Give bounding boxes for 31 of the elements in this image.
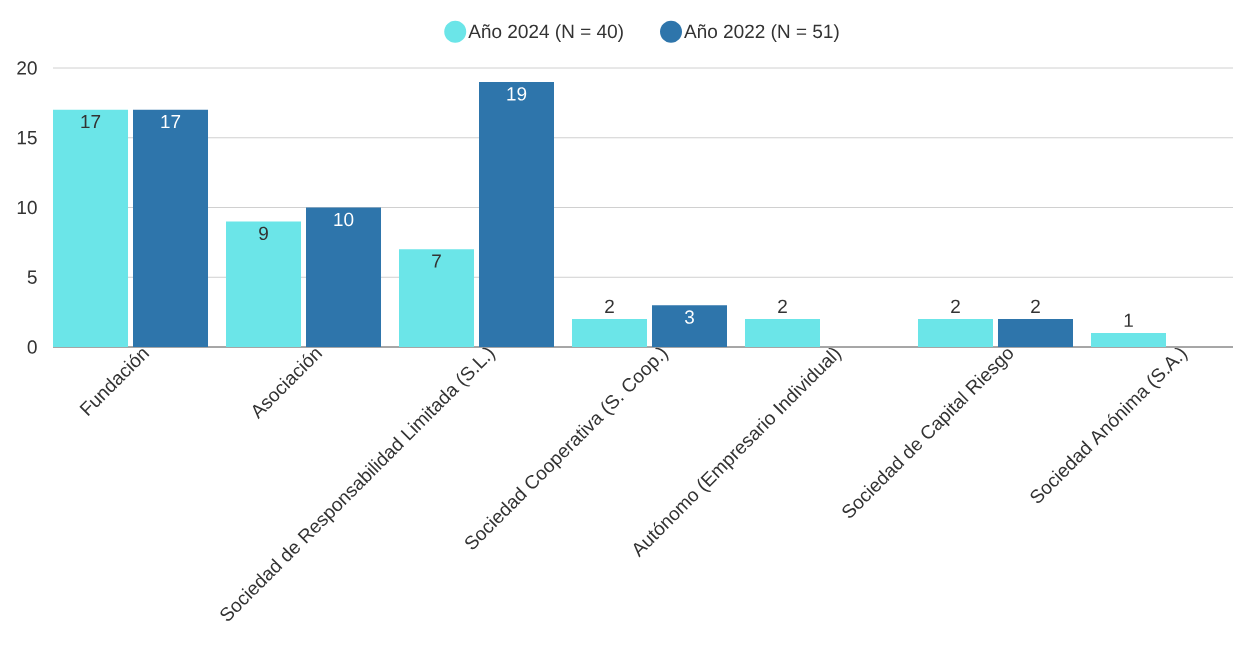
data-label: 9 [259,226,268,241]
bar [745,319,820,347]
bar [479,81,554,347]
bar [226,221,301,347]
data-label: 3 [684,310,694,324]
y-tick-label: 10 [17,200,37,215]
bar [652,305,727,347]
data-label: 10 [334,212,354,227]
bar [399,249,474,347]
y-tick-label: 20 [17,61,37,75]
y-tick-label: 5 [27,270,37,284]
data-label: 17 [161,115,181,129]
data-label: 2 [605,299,614,313]
legend-label: Año 2024 (N = 40) [468,24,623,42]
bar [998,319,1073,347]
data-label: 2 [951,299,960,313]
bar [306,207,381,347]
data-label: 7 [432,254,441,268]
y-tick-label: 15 [17,131,37,145]
bar [53,109,128,347]
bar [1090,333,1166,347]
data-label: 1 [1124,313,1133,327]
data-label: 2 [778,299,787,313]
data-label: 2 [1031,299,1040,313]
legend-label: Año 2022 (N = 51) [684,24,839,42]
y-tick-label: 0 [27,340,37,354]
bar [572,319,647,347]
bar [918,319,993,347]
data-label: 17 [81,115,101,129]
bar [133,109,208,347]
data-label: 19 [507,87,527,101]
